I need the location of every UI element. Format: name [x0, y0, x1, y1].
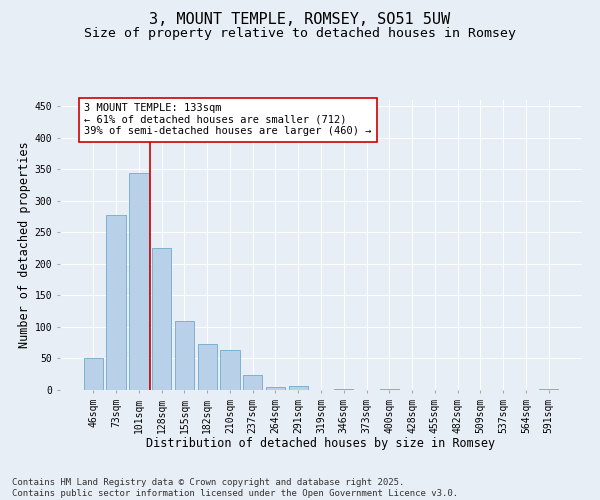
Bar — [84, 358, 103, 390]
Bar — [266, 387, 285, 390]
Bar — [106, 214, 126, 390]
Bar — [289, 386, 308, 390]
Bar — [175, 320, 194, 390]
Text: Size of property relative to detached houses in Romsey: Size of property relative to detached ho… — [84, 28, 516, 40]
Text: Contains HM Land Registry data © Crown copyright and database right 2025.
Contai: Contains HM Land Registry data © Crown c… — [12, 478, 458, 498]
Bar — [197, 344, 217, 390]
Y-axis label: Number of detached properties: Number of detached properties — [17, 142, 31, 348]
Text: 3 MOUNT TEMPLE: 133sqm
← 61% of detached houses are smaller (712)
39% of semi-de: 3 MOUNT TEMPLE: 133sqm ← 61% of detached… — [84, 103, 372, 136]
Bar — [243, 375, 262, 390]
X-axis label: Distribution of detached houses by size in Romsey: Distribution of detached houses by size … — [146, 437, 496, 450]
Text: 3, MOUNT TEMPLE, ROMSEY, SO51 5UW: 3, MOUNT TEMPLE, ROMSEY, SO51 5UW — [149, 12, 451, 28]
Bar — [129, 172, 149, 390]
Bar — [220, 350, 239, 390]
Bar — [539, 388, 558, 390]
Bar — [152, 248, 172, 390]
